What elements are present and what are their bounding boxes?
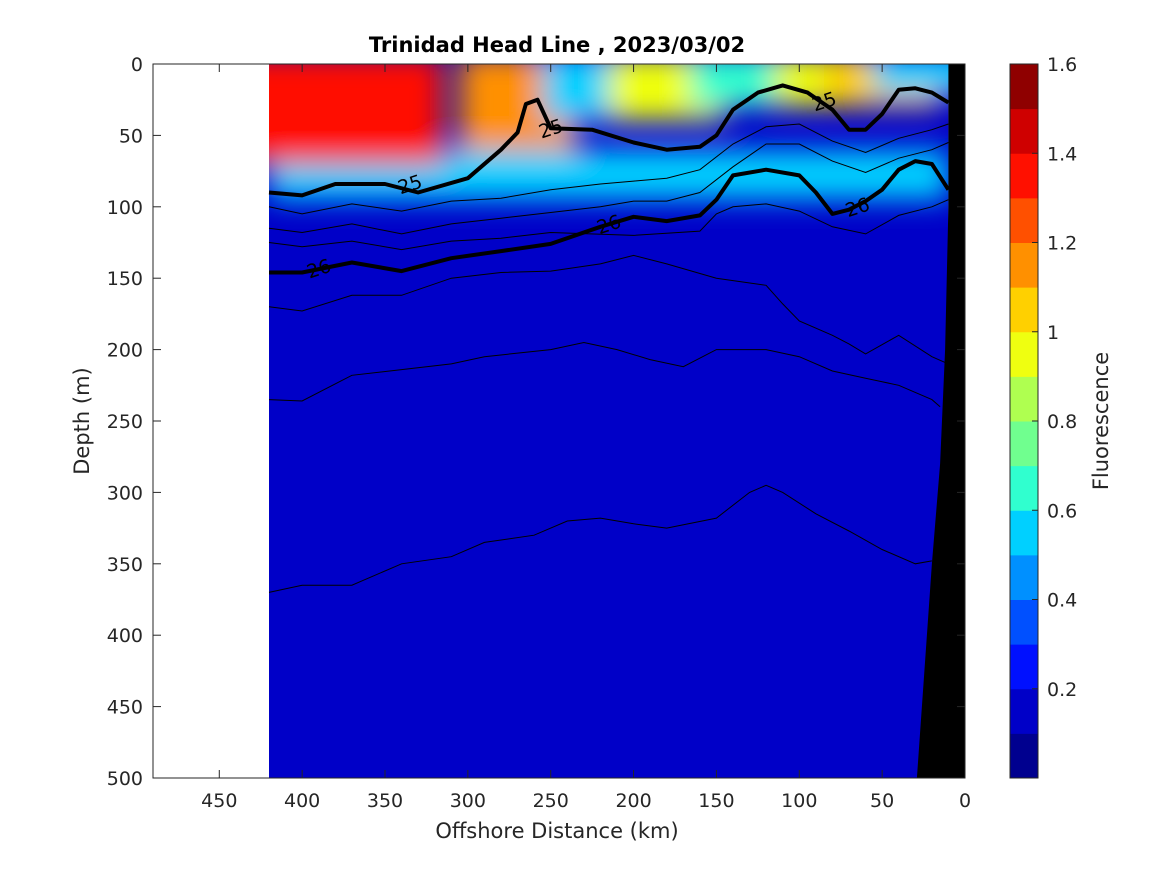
isopycnal-line [268, 254, 949, 365]
colorbar-tick-label: 0.6 [1047, 500, 1077, 522]
colorbar-segment [1010, 554, 1038, 600]
colorbar-segment [1010, 510, 1038, 556]
y-tick-label: 400 [107, 625, 143, 647]
x-tick-label: 250 [533, 790, 569, 812]
x-axis-label: Offshore Distance (km) [435, 819, 678, 843]
colorbar [1010, 64, 1038, 779]
contour-25-line [268, 83, 950, 198]
y-axis-label: Depth (m) [70, 367, 94, 474]
y-axis: 0 50 100 150 200 250 300 350 400 450 500 [107, 54, 965, 790]
surface-bloom [227, 64, 965, 200]
colorbar-segment [1010, 153, 1038, 199]
bloom-patch [873, 64, 965, 93]
colorbar-segment [1010, 108, 1038, 154]
x-tick-label: 0 [959, 790, 971, 812]
isopycnal-line [268, 123, 949, 215]
colorbar-tick-label: 1.2 [1047, 233, 1077, 255]
y-tick-label: 500 [107, 768, 143, 790]
x-axis: 450 400 350 300 250 200 150 100 50 0 [201, 64, 971, 812]
x-tick-label: 300 [450, 790, 486, 812]
y-tick-label: 100 [107, 197, 143, 219]
colorbar-segment [1010, 64, 1038, 110]
y-tick-label: 200 [107, 340, 143, 362]
colorbar-tick-label: 1.4 [1047, 143, 1077, 165]
colorbar-segment [1010, 421, 1038, 467]
colorbar-tick-label: 0.2 [1047, 679, 1077, 701]
colorbar-segment [1010, 465, 1038, 511]
x-tick-label: 150 [698, 790, 734, 812]
seafloor-mask [916, 64, 965, 778]
y-tick-label: 150 [107, 268, 143, 290]
colorbar-segment [1010, 331, 1038, 377]
colorbar-label: Fluorescence [1089, 352, 1113, 490]
x-tick-label: 450 [201, 790, 237, 812]
y-tick-label: 0 [131, 54, 143, 76]
colorbar-segment [1010, 644, 1038, 690]
x-tick-label: 50 [870, 790, 894, 812]
colorbar-tick-label: 1 [1047, 322, 1059, 344]
colorbar-segment [1010, 287, 1038, 333]
y-tick-label: 250 [107, 411, 143, 433]
isopycnal-line [268, 484, 932, 593]
fluorescence-field [153, 64, 965, 778]
colorbar-ticks: 0.2 0.4 0.6 0.8 1 1.2 1.4 1.6 [1032, 54, 1077, 701]
colorbar-segment [1010, 376, 1038, 422]
y-tick-label: 300 [107, 482, 143, 504]
chart-title: Trinidad Head Line , 2023/03/02 [369, 33, 745, 57]
no-data-region [153, 64, 269, 778]
isopycnal-line [268, 199, 949, 251]
colorbar-tick-label: 1.6 [1047, 54, 1077, 76]
colorbar-segment [1010, 688, 1038, 734]
bloom-patch [327, 64, 443, 164]
isopycnal-lines [268, 123, 949, 593]
colorbar-segment [1010, 242, 1038, 288]
colorbar-tick-label: 0.4 [1047, 590, 1077, 612]
isopycnal-line [268, 341, 941, 408]
y-tick-label: 450 [107, 697, 143, 719]
y-tick-label: 350 [107, 554, 143, 576]
colorbar-tick-label: 0.8 [1047, 411, 1077, 433]
colorbar-segment [1010, 733, 1038, 779]
x-tick-label: 100 [781, 790, 817, 812]
x-tick-label: 200 [615, 790, 651, 812]
x-tick-label: 400 [284, 790, 320, 812]
x-tick-label: 350 [367, 790, 403, 812]
colorbar-segment [1010, 599, 1038, 645]
colorbar-segment [1010, 197, 1038, 243]
isopycnal-line [268, 142, 949, 235]
contour-26-line [269, 159, 951, 275]
y-tick-label: 50 [119, 125, 143, 147]
